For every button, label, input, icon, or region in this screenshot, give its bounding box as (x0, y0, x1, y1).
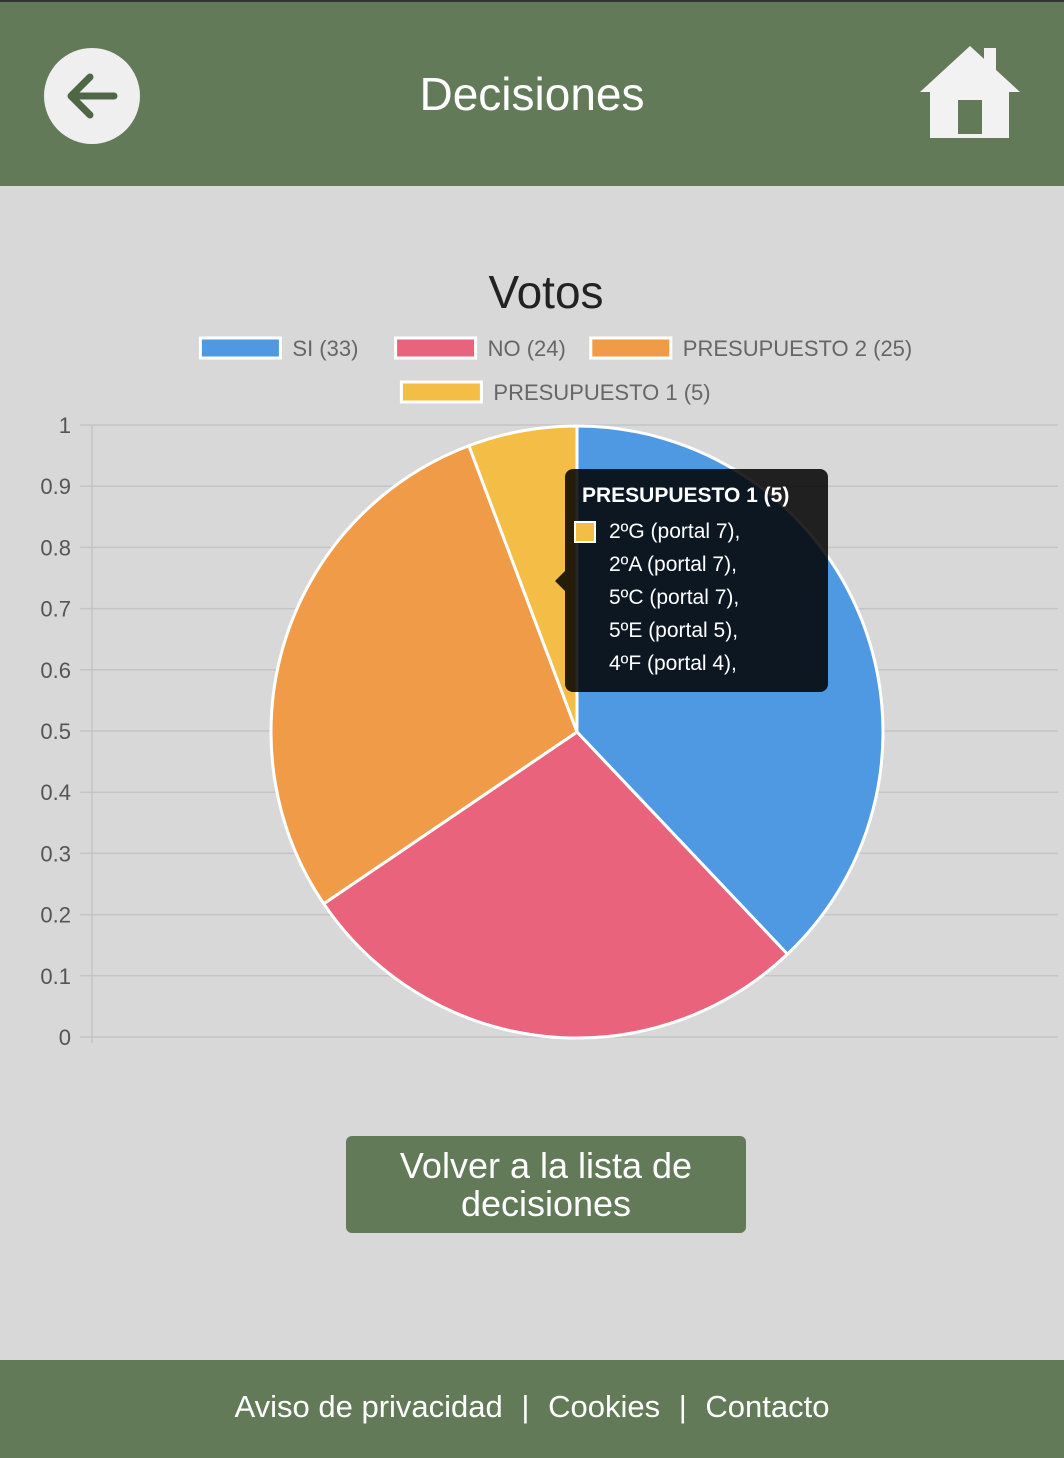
footer-separator: | (521, 1389, 530, 1424)
footer-separator: | (678, 1389, 687, 1424)
pie-slice[interactable] (467, 424, 579, 734)
tooltip-line: 5ºC (portal 7), (582, 581, 828, 614)
legend-swatch (589, 336, 673, 360)
footer: Aviso de privacidad | Cookies | Contacto (0, 1360, 1064, 1458)
legend-label: SI (33) (292, 336, 358, 361)
back-to-list-label: Volver a la lista de decisiones (399, 1144, 693, 1224)
legend-item[interactable]: NO (24) (394, 336, 566, 361)
y-tick-label: 0.4 (40, 780, 71, 805)
back-to-list-button[interactable]: Volver a la lista de decisiones (346, 1136, 746, 1233)
tooltip-line-text: 2ºA (portal 7), (609, 553, 737, 576)
tooltip-line: 5ºE (portal 5), (582, 614, 828, 647)
chart-tooltip: PRESUPUESTO 1 (5) 2ºG (portal 7), 2ºA (p… (555, 469, 828, 692)
tooltip-line-text: 4ºF (portal 4), (609, 652, 737, 675)
back-button[interactable] (44, 48, 140, 144)
tooltip-line: 4ºF (portal 4), (582, 647, 828, 680)
pie-slice[interactable] (322, 730, 789, 1040)
y-tick-label: 0.3 (40, 841, 71, 866)
legend-item[interactable]: SI (33) (198, 336, 358, 361)
cookies-link[interactable]: Cookies (548, 1389, 661, 1424)
legend-swatch (399, 380, 483, 404)
y-tick-label: 0.8 (40, 535, 71, 560)
home-icon (920, 46, 1020, 138)
legend-label: PRESUPUESTO 1 (5) (493, 380, 710, 405)
y-tick-label: 0.7 (40, 597, 71, 622)
y-tick-label: 1 (59, 413, 71, 438)
y-tick-label: 0.6 (40, 658, 71, 683)
legend-label: PRESUPUESTO 2 (25) (683, 336, 912, 361)
chart-title: Votos (488, 266, 603, 318)
votes-chart: Votos 1 0.9 0.8 0.7 0.6 0.5 0.4 0.3 0.2 0.1 0 SI (… (0, 186, 1064, 1186)
y-tick-label: 0.1 (40, 964, 71, 989)
legend-swatch (198, 336, 282, 360)
tooltip-line-text: 2ºG (portal 7), (609, 520, 741, 543)
tooltip-title: PRESUPUESTO 1 (5) (582, 484, 790, 507)
tooltip-color-swatch (574, 521, 596, 543)
tooltip-line: 2ºG (portal 7), (574, 515, 828, 548)
home-button[interactable] (918, 42, 1022, 142)
y-tick-label: 0 (59, 1025, 71, 1050)
y-tick-label: 0.5 (40, 719, 71, 744)
header-bar: Decisiones (0, 0, 1064, 186)
tooltip-line-text: 5ºC (portal 7), (609, 586, 740, 609)
legend-item[interactable]: PRESUPUESTO 1 (5) (399, 380, 711, 405)
pie-chart: Votos 1 0.9 0.8 0.7 0.6 0.5 0.4 0.3 0.2 0.1 0 SI (… (40, 266, 1058, 1050)
legend-item[interactable]: PRESUPUESTO 2 (25) (589, 336, 912, 361)
tooltip-line-text: 5ºE (portal 5), (609, 619, 739, 642)
privacy-link[interactable]: Aviso de privacidad (234, 1389, 503, 1424)
contact-link[interactable]: Contacto (705, 1389, 830, 1424)
y-tick-label: 0.2 (40, 903, 71, 928)
legend-swatch (394, 336, 478, 360)
y-tick-label: 0.9 (40, 474, 71, 499)
legend-label: NO (24) (488, 336, 566, 361)
pie-slice[interactable] (269, 444, 579, 906)
arrow-left-icon (67, 73, 118, 119)
page-title: Decisiones (419, 68, 645, 120)
tooltip-line: 2ºA (portal 7), (582, 548, 828, 581)
